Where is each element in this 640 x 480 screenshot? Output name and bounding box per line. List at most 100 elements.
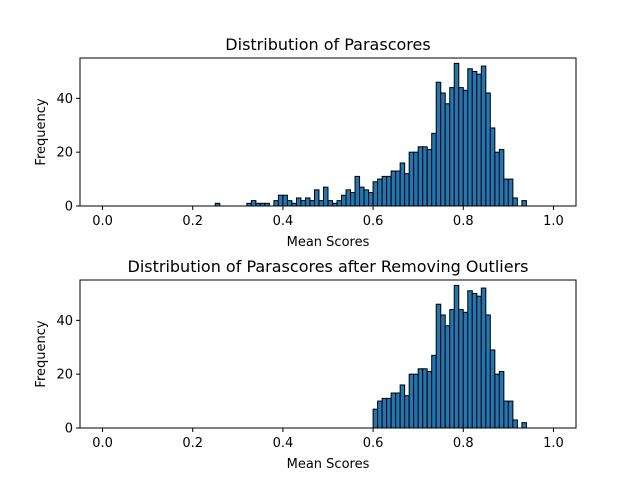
x-axis-label: Mean Scores bbox=[287, 457, 370, 472]
histogram-bar bbox=[295, 197, 302, 207]
x-tick-label: 0.4 bbox=[273, 436, 294, 451]
histogram-parascores: Distribution of Parascores 0.0 0.2 0.4 0.6 0… bbox=[34, 35, 577, 250]
histogram-bar bbox=[503, 400, 509, 429]
histogram-bar bbox=[512, 419, 518, 429]
histogram-bar bbox=[395, 170, 401, 207]
histogram-bar bbox=[381, 175, 388, 207]
histogram-bar bbox=[462, 89, 469, 207]
x-tick-label: 0.4 bbox=[273, 214, 294, 229]
histogram-bar bbox=[386, 175, 392, 207]
y-tick-label: 20 bbox=[56, 368, 73, 383]
x-axis-label: Mean Scores bbox=[287, 235, 370, 250]
x-tick-label: 0.6 bbox=[363, 436, 384, 451]
histogram-bar bbox=[494, 373, 500, 429]
histogram-bar bbox=[282, 194, 288, 207]
x-tick-label: 0.2 bbox=[182, 214, 203, 229]
histogram-bar bbox=[390, 392, 397, 429]
histogram-bar bbox=[341, 194, 347, 207]
histogram-bar bbox=[363, 189, 370, 207]
histogram-bar bbox=[503, 178, 509, 207]
histogram-bar bbox=[386, 397, 392, 429]
histogram-bar bbox=[422, 368, 428, 429]
histogram-bar bbox=[485, 92, 491, 207]
histogram-bar bbox=[309, 200, 315, 207]
histogram-bar bbox=[489, 127, 496, 207]
histogram-bar bbox=[399, 162, 406, 207]
histogram-bar bbox=[381, 397, 388, 429]
histogram-bar bbox=[426, 148, 433, 207]
y-axis: 0 20 40 bbox=[56, 92, 80, 215]
histogram-bar bbox=[390, 170, 397, 207]
histogram-bar bbox=[444, 103, 451, 207]
histogram-bar bbox=[377, 178, 383, 207]
x-tick-label: 0.2 bbox=[182, 436, 203, 451]
histogram-bar bbox=[467, 68, 473, 207]
histogram-bar bbox=[431, 132, 437, 207]
histogram-bar bbox=[372, 408, 379, 429]
x-axis: 0.0 0.2 0.4 0.6 0.8 1.0 bbox=[92, 428, 564, 451]
histogram-bar bbox=[507, 400, 514, 429]
histogram-bar bbox=[476, 73, 482, 207]
chart-title: Distribution of Parascores bbox=[225, 35, 430, 54]
y-axis-label: Frequency bbox=[34, 320, 49, 387]
histogram-bar bbox=[277, 194, 284, 207]
x-tick-label: 0.8 bbox=[453, 214, 474, 229]
histogram-bar bbox=[458, 309, 464, 429]
histogram-bar bbox=[318, 200, 324, 207]
histogram-bar bbox=[489, 349, 496, 429]
histogram-bar bbox=[498, 370, 505, 429]
histogram-bar bbox=[494, 151, 500, 207]
y-tick-label: 40 bbox=[56, 92, 73, 107]
histogram-bar bbox=[480, 65, 487, 207]
histogram-bar bbox=[512, 197, 518, 207]
histogram-bar bbox=[480, 287, 487, 429]
x-tick-label: 0.6 bbox=[363, 214, 384, 229]
histogram-bar bbox=[250, 200, 257, 207]
chart-title: Distribution of Parascores after Removin… bbox=[128, 257, 529, 276]
histogram-bar bbox=[404, 173, 410, 207]
histogram-bar bbox=[458, 87, 464, 207]
histogram-bar bbox=[413, 373, 419, 429]
histogram-bar bbox=[462, 311, 469, 429]
histogram-bar bbox=[449, 309, 455, 429]
histogram-bar bbox=[485, 314, 491, 429]
histogram-bar bbox=[300, 200, 306, 207]
histogram-bar bbox=[408, 373, 415, 429]
histogram-bar bbox=[453, 62, 460, 207]
histogram-bar bbox=[521, 422, 527, 429]
histogram-bar bbox=[453, 284, 460, 429]
histogram-bar bbox=[467, 290, 473, 429]
y-tick-label: 0 bbox=[65, 422, 73, 437]
y-tick-label: 0 bbox=[65, 200, 73, 215]
histogram-bar bbox=[498, 148, 505, 207]
histogram-bar bbox=[313, 189, 320, 207]
plot-frame bbox=[79, 57, 577, 207]
histogram-bar bbox=[395, 392, 401, 429]
histogram-bar bbox=[431, 354, 437, 429]
histogram-bar bbox=[404, 395, 410, 429]
x-tick-label: 0.0 bbox=[92, 214, 113, 229]
x-tick-label: 0.8 bbox=[453, 436, 474, 451]
histogram-bar bbox=[273, 200, 279, 207]
x-tick-label: 1.0 bbox=[543, 436, 564, 451]
histogram-parascores-no-outliers: Distribution of Parascores after Removin… bbox=[34, 257, 577, 472]
histogram-bar bbox=[286, 200, 293, 207]
x-tick-label: 0.0 bbox=[92, 436, 113, 451]
plot-frame bbox=[79, 279, 577, 429]
histogram-bar bbox=[413, 151, 419, 207]
x-tick-label: 1.0 bbox=[543, 214, 564, 229]
histogram-bar bbox=[417, 368, 424, 429]
histogram-bar bbox=[345, 189, 352, 207]
histogram-bar bbox=[350, 192, 356, 207]
histogram-bar bbox=[322, 186, 329, 207]
histogram-bar bbox=[444, 325, 451, 429]
y-axis-label: Frequency bbox=[34, 98, 49, 165]
histogram-bar bbox=[372, 181, 379, 207]
histogram-bar bbox=[354, 175, 361, 207]
histogram-bar bbox=[359, 186, 365, 207]
histogram-bar bbox=[327, 200, 334, 207]
histogram-bar bbox=[449, 87, 455, 207]
histogram-bar bbox=[336, 200, 343, 207]
histogram-bar bbox=[435, 303, 442, 429]
